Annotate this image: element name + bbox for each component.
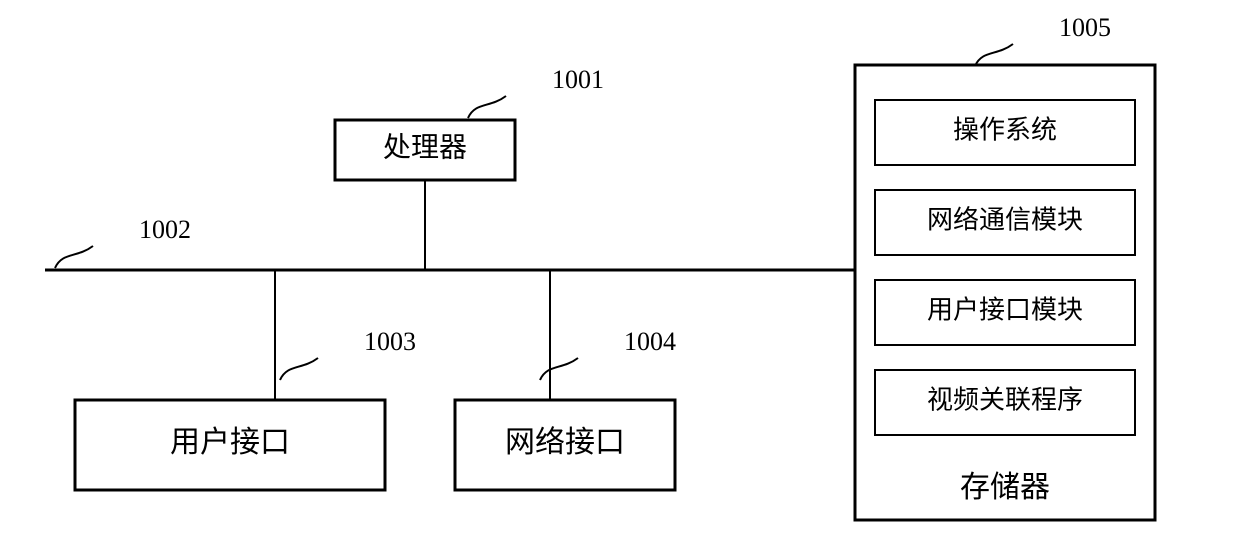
ref-leader (468, 96, 506, 118)
ref-leader (280, 358, 318, 380)
ref-number: 1004 (624, 327, 676, 356)
ref-number: 1002 (139, 215, 191, 244)
network-interface-label: 网络接口 (505, 426, 625, 459)
memory-label: 存储器 (960, 471, 1050, 504)
system-block-diagram: 1002 处理器 1001 用户接口 1003 网络接口 1004 存储器 1005 操作系统网络… (0, 0, 1240, 546)
ref-number: 1003 (364, 327, 416, 356)
memory-item-label: 网络通信模块 (927, 205, 1083, 234)
user-interface-label: 用户接口 (170, 426, 290, 459)
memory-item-label: 用户接口模块 (927, 295, 1083, 324)
ref-number: 1001 (552, 65, 604, 94)
ref-leader (540, 358, 578, 380)
processor-label: 处理器 (383, 131, 467, 163)
ref-number: 1005 (1059, 13, 1111, 42)
memory-item-label: 操作系统 (953, 115, 1057, 144)
memory-item-label: 视频关联程序 (927, 385, 1083, 414)
ref-leader (55, 246, 93, 268)
ref-leader (975, 44, 1013, 66)
